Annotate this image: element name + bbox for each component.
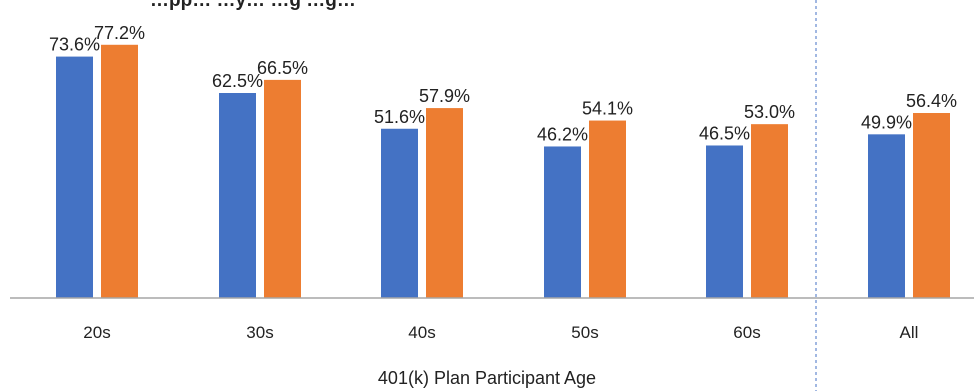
- x-tick-label-all: All: [900, 323, 919, 342]
- bar-30s-series-1: [219, 93, 256, 298]
- bar-50s-series-1: [544, 146, 581, 298]
- data-label-30s-series-1: 62.5%: [212, 71, 263, 91]
- x-tick-labels-group: 20s 30s 40s 50s 60s All: [83, 323, 918, 342]
- data-label-all-series-2: 56.4%: [906, 91, 957, 111]
- bar-60s-series-2: [751, 124, 788, 298]
- chart-title: …pp… …y… …g …g…: [150, 0, 356, 11]
- bar-50s-series-2: [589, 120, 626, 298]
- x-tick-label-40s: 40s: [408, 323, 435, 342]
- bar-20s-series-2: [101, 44, 138, 299]
- data-label-all-series-1: 49.9%: [861, 112, 912, 132]
- bars-group: [56, 44, 950, 299]
- bar-40s-series-2: [426, 108, 463, 298]
- data-label-40s-series-1: 51.6%: [374, 107, 425, 127]
- data-label-20s-series-1: 73.6%: [49, 35, 100, 55]
- data-label-30s-series-2: 66.5%: [257, 58, 308, 78]
- data-label-60s-series-2: 53.0%: [744, 102, 795, 122]
- x-tick-label-30s: 30s: [246, 323, 273, 342]
- x-tick-label-50s: 50s: [571, 323, 598, 342]
- data-label-50s-series-2: 54.1%: [582, 99, 633, 119]
- bar-all-series-2: [913, 113, 950, 299]
- data-label-40s-series-2: 57.9%: [419, 86, 470, 106]
- bar-60s-series-1: [706, 145, 743, 298]
- x-axis-title: 401(k) Plan Participant Age: [378, 368, 596, 388]
- bar-20s-series-1: [56, 56, 93, 299]
- value-labels-group: 73.6%77.2% 62.5%66.5% 51.6%57.9% 46.2% 54.1%…: [49, 23, 957, 145]
- data-label-60s-series-1: 46.5%: [699, 123, 750, 143]
- x-tick-label-20s: 20s: [83, 323, 110, 342]
- bar-all-series-1: [868, 134, 905, 298]
- x-tick-label-60s: 60s: [733, 323, 760, 342]
- bar-40s-series-1: [381, 128, 418, 298]
- data-label-20s-series-2: 77.2%: [94, 23, 145, 43]
- bar-30s-series-2: [264, 79, 301, 298]
- data-label-50s-series-1: 46.2%: [537, 124, 588, 144]
